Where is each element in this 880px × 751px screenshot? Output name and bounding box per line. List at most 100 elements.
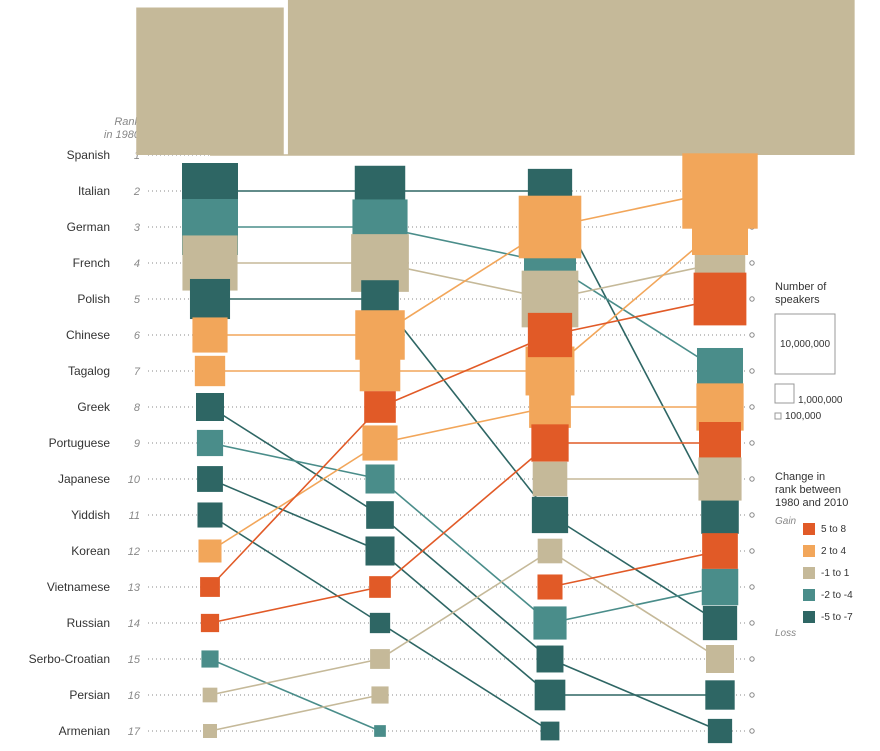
legend-swatch (803, 611, 815, 623)
speaker-square (528, 313, 572, 357)
row-end-dot (750, 441, 754, 445)
slope-line (210, 587, 380, 623)
rank-1980: 16 (128, 690, 141, 702)
speaker-square (537, 574, 562, 599)
rank-header: in 1980 (104, 129, 141, 141)
row-end-dot (750, 657, 754, 661)
speaker-square (203, 688, 218, 703)
legend-size-box (775, 384, 794, 403)
speaker-square (692, 199, 748, 255)
speaker-square (197, 466, 223, 492)
legend-size-title: Number of (775, 281, 827, 293)
speaker-square (365, 536, 394, 565)
legend-gain-label: Gain (775, 516, 797, 527)
legend-size-title: speakers (775, 294, 820, 306)
speaker-square (541, 722, 560, 741)
slope-line (210, 479, 380, 551)
speaker-square (197, 502, 222, 527)
speaker-square (369, 576, 391, 598)
slope-line (210, 695, 380, 731)
row-end-dot (750, 549, 754, 553)
speaker-square (537, 646, 564, 673)
legend-swatch (803, 523, 815, 535)
slope-line (210, 407, 380, 587)
speaker-square (532, 497, 568, 533)
speaker-square (533, 606, 566, 639)
speaker-square (201, 650, 218, 667)
language-label: Korean (71, 544, 110, 558)
speaker-square (136, 8, 283, 155)
legend-size-box (775, 413, 781, 419)
row-end-dot (750, 261, 754, 265)
row-end-dot (750, 585, 754, 589)
slope-line (210, 443, 380, 479)
language-label: Chinese (66, 328, 110, 342)
legend-size-label: 1,000,000 (798, 395, 843, 406)
speaker-square (519, 196, 582, 259)
speaker-square (370, 649, 390, 669)
speaker-square (200, 577, 220, 597)
rank-1980: 15 (128, 654, 141, 666)
rank-1980: 6 (134, 330, 141, 342)
rank-1980: 3 (134, 222, 141, 234)
language-label: German (67, 220, 110, 234)
speaker-square (708, 719, 732, 743)
speaker-square (698, 457, 741, 500)
speaker-square (535, 680, 566, 711)
speaker-square (190, 279, 230, 319)
language-label: Spanish (67, 148, 110, 162)
legend-change-label: -5 to -7 (821, 612, 853, 623)
speaker-square (702, 533, 738, 569)
legend-loss-label: Loss (775, 628, 796, 639)
language-label: Tagalog (68, 364, 110, 378)
language-label: Russian (67, 616, 110, 630)
rank-1980: 2 (133, 186, 140, 198)
speaker-square (703, 606, 737, 640)
row-end-dot (750, 729, 754, 733)
legend-change-title: 1980 and 2010 (775, 497, 848, 509)
rank-1980: 14 (128, 618, 140, 630)
speaker-square (366, 501, 394, 529)
slope-line (210, 659, 380, 695)
slope-line (210, 659, 380, 731)
row-end-dot (750, 621, 754, 625)
speaker-square (529, 386, 571, 428)
rank-1980: 9 (134, 438, 140, 450)
legend-swatch (803, 545, 815, 557)
row-end-dot (750, 693, 754, 697)
language-label: Armenian (59, 724, 110, 738)
language-label: Japanese (58, 472, 110, 486)
language-label: Yiddish (71, 508, 110, 522)
speaker-square (370, 613, 390, 633)
speaker-square (198, 539, 221, 562)
legend-change-label: -2 to -4 (821, 590, 853, 601)
rank-1980: 4 (134, 258, 140, 270)
speaker-square (364, 391, 396, 423)
legend-change-label: 2 to 4 (821, 546, 846, 557)
speaker-square (705, 680, 734, 709)
rank-1980: 8 (134, 402, 141, 414)
language-label: Persian (69, 688, 110, 702)
row-end-dot (750, 369, 754, 373)
legend-change-title: Change in (775, 471, 825, 483)
speaker-square (706, 645, 734, 673)
legend-change-label: 5 to 8 (821, 524, 846, 535)
row-end-dot (750, 405, 754, 409)
row-end-dot (750, 297, 754, 301)
speaker-square (694, 273, 747, 326)
speaker-square (196, 393, 224, 421)
language-label: Portuguese (49, 436, 111, 450)
rank-1980: 5 (134, 294, 141, 306)
row-end-dot (750, 513, 754, 517)
language-label: Greek (77, 400, 111, 414)
slope-line (380, 551, 550, 659)
rank-1980: 11 (129, 510, 140, 522)
speaker-square (201, 614, 219, 632)
row-end-dot (750, 333, 754, 337)
slope-line (380, 623, 550, 731)
legend-swatch (803, 589, 815, 601)
speaker-square (195, 356, 225, 386)
row-end-dot (750, 477, 754, 481)
language-label: Italian (78, 184, 110, 198)
rank-1980: 17 (128, 726, 141, 738)
